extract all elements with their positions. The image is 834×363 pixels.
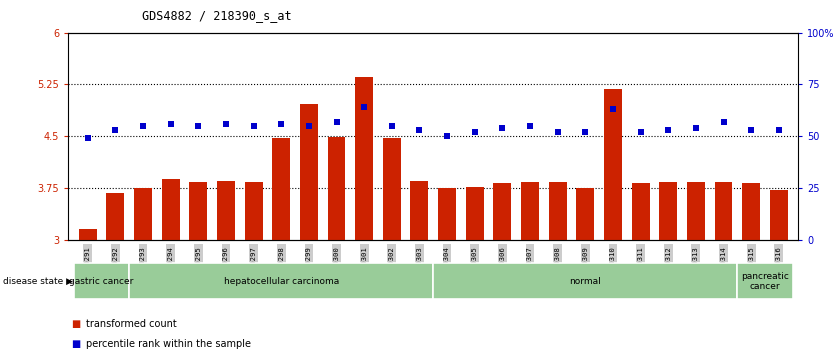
Text: gastric cancer: gastric cancer — [69, 277, 133, 286]
Point — [329, 119, 343, 125]
Bar — [737, 263, 792, 299]
Point — [524, 123, 537, 129]
Point — [772, 127, 786, 133]
Point — [274, 121, 288, 127]
Bar — [549, 182, 566, 240]
Bar — [631, 183, 650, 240]
Bar — [438, 188, 456, 240]
Text: pancreatic
cancer: pancreatic cancer — [741, 272, 789, 291]
Point — [689, 125, 702, 131]
Bar — [355, 77, 373, 240]
Point — [579, 129, 592, 135]
Bar — [433, 263, 737, 299]
Bar — [715, 182, 732, 240]
Bar — [604, 89, 622, 240]
Point — [358, 104, 371, 110]
Point — [219, 121, 233, 127]
Bar — [244, 182, 263, 240]
Point — [495, 125, 509, 131]
Point — [468, 129, 481, 135]
Bar — [189, 182, 208, 240]
Text: ■: ■ — [71, 339, 80, 350]
Point — [247, 123, 260, 129]
Bar — [383, 138, 401, 240]
Bar — [742, 183, 760, 240]
Bar — [687, 182, 705, 240]
Point — [745, 127, 758, 133]
Text: ■: ■ — [71, 319, 80, 330]
Text: transformed count: transformed count — [86, 319, 177, 330]
Point — [440, 133, 454, 139]
Point — [136, 123, 149, 129]
Bar — [107, 193, 124, 240]
Point — [192, 123, 205, 129]
Text: normal: normal — [570, 277, 601, 286]
Point — [634, 129, 647, 135]
Bar — [74, 263, 129, 299]
Bar — [576, 188, 595, 240]
Bar — [494, 183, 511, 240]
Bar — [659, 182, 677, 240]
Bar — [410, 181, 429, 240]
Point — [385, 123, 399, 129]
Bar — [521, 182, 539, 240]
Bar — [162, 179, 179, 240]
Text: percentile rank within the sample: percentile rank within the sample — [86, 339, 251, 350]
Point — [302, 123, 315, 129]
Bar — [272, 138, 290, 240]
Bar — [217, 181, 235, 240]
Text: GDS4882 / 218390_s_at: GDS4882 / 218390_s_at — [142, 9, 291, 22]
Point — [108, 127, 122, 133]
Point — [606, 106, 620, 112]
Point — [717, 119, 731, 125]
Bar — [770, 190, 788, 240]
Point — [551, 129, 565, 135]
Point — [164, 121, 178, 127]
Text: disease state ▶: disease state ▶ — [3, 277, 73, 286]
Bar — [328, 137, 345, 240]
Bar — [78, 229, 97, 240]
Bar — [129, 263, 433, 299]
Bar — [465, 187, 484, 240]
Point — [661, 127, 675, 133]
Point — [413, 127, 426, 133]
Bar — [134, 188, 152, 240]
Point — [81, 135, 94, 141]
Text: hepatocellular carcinoma: hepatocellular carcinoma — [224, 277, 339, 286]
Bar — [300, 104, 318, 240]
